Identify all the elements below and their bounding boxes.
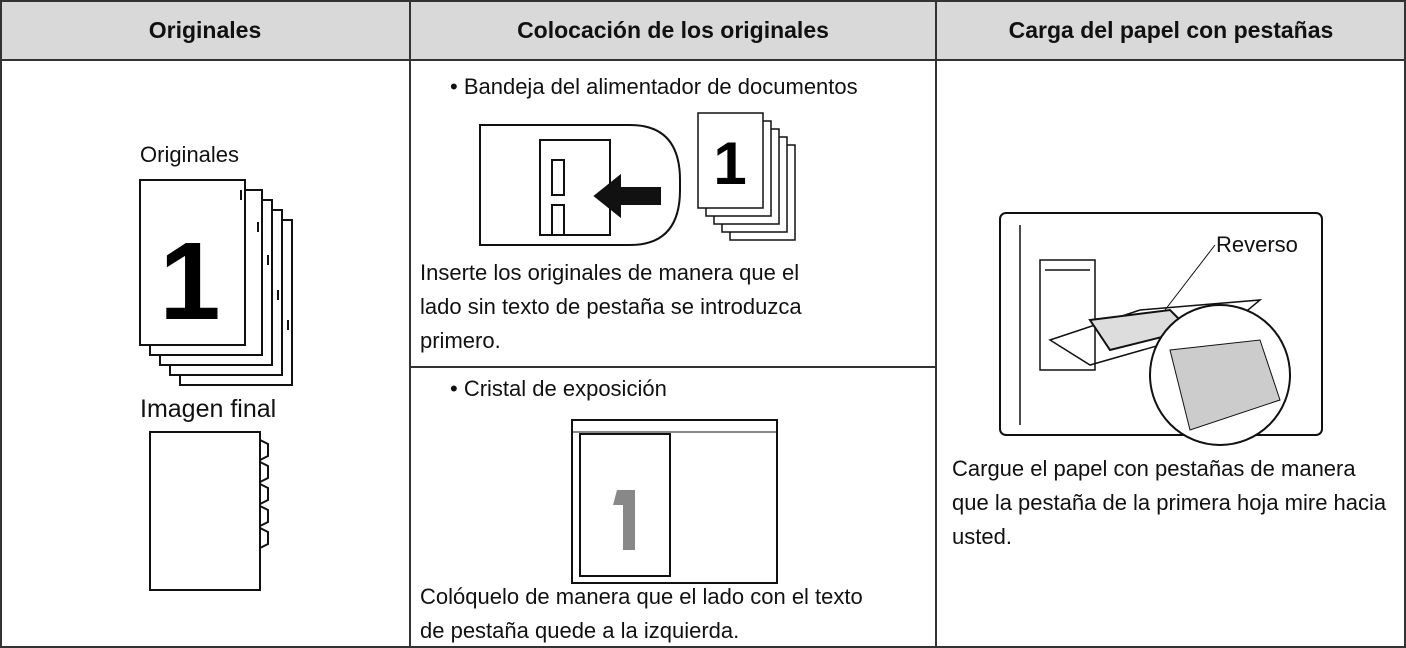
header-cell: Originales xyxy=(148,17,262,43)
header-cell: Colocación de los originales xyxy=(517,17,829,43)
final-page xyxy=(149,431,269,591)
page-digit: 1 xyxy=(159,220,220,343)
glass-text: Colóquelo de manera que el lado con el t… xyxy=(420,584,863,643)
originals-label: Originales xyxy=(140,142,240,167)
machine-illustration xyxy=(999,212,1323,446)
glass-title: • Cristal de exposición xyxy=(450,376,667,401)
glass-illustration xyxy=(571,419,778,584)
feeder-text: Inserte los originales de manera que el … xyxy=(420,260,802,353)
final-label: Imagen final xyxy=(140,395,277,423)
header-bg xyxy=(0,0,1406,60)
feeder-stack xyxy=(697,112,796,241)
callout: Reverso xyxy=(1216,228,1298,262)
original-stack xyxy=(139,179,293,386)
header-cell: Carga del papel con pestañas xyxy=(1008,17,1334,43)
loading-text: Cargue el papel con pestañas de manera q… xyxy=(952,456,1387,549)
feeder-illustration xyxy=(479,124,681,246)
page-digit: 1 xyxy=(713,130,746,197)
feeder-title: • Bandeja del alimentador de documentos xyxy=(450,74,858,99)
mirrored-digit xyxy=(613,490,635,550)
